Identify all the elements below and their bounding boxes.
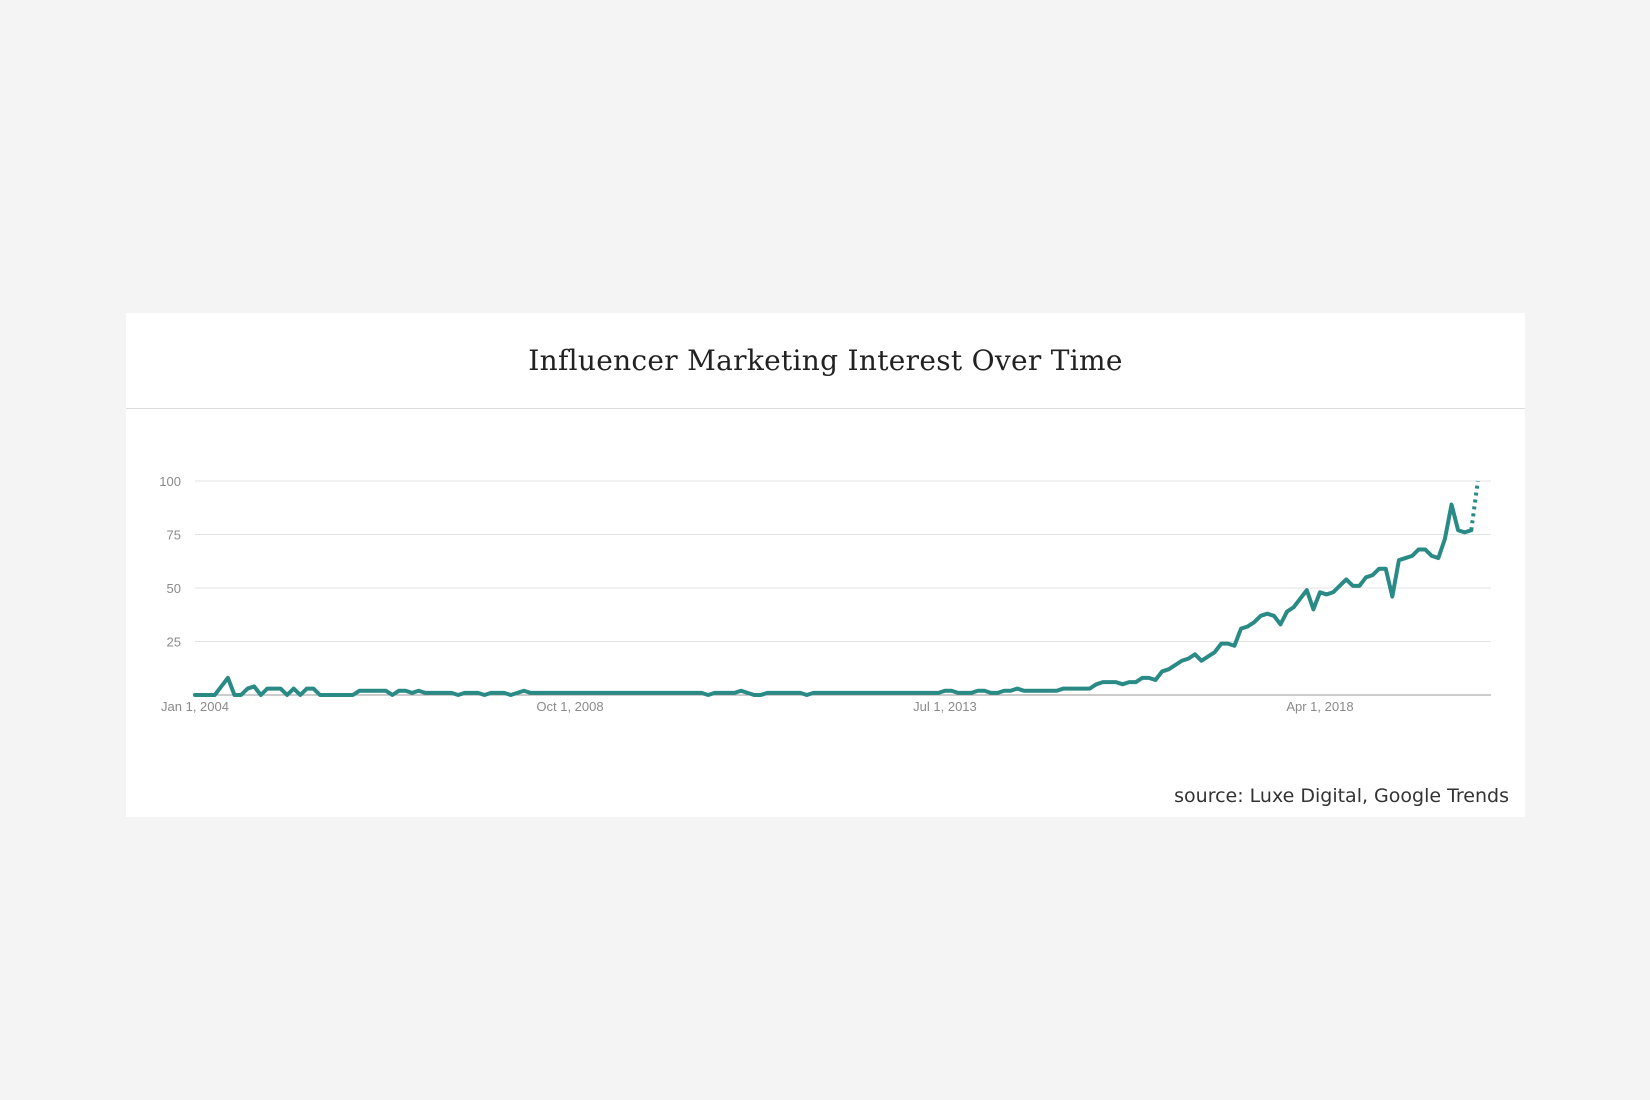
x-tick-label-3: Jul 1, 2013 bbox=[913, 699, 977, 714]
title-divider bbox=[126, 408, 1525, 409]
axis-layer: 25 50 75 100 Jan 1, 2004 Oct 1, 2008 Jul 1, 20… bbox=[159, 474, 1491, 714]
source-note: source: Luxe Digital, Google Trends bbox=[1174, 785, 1509, 807]
grid-layer bbox=[195, 480, 1491, 642]
y-tick-label-50: 50 bbox=[167, 581, 181, 596]
chart-card: Influencer Marketing Interest Over Time … bbox=[126, 313, 1525, 817]
x-tick-label-4: Apr 1, 2018 bbox=[1286, 699, 1353, 714]
x-tick-label-1: Jan 1, 2004 bbox=[161, 699, 229, 714]
x-tick-label-2: Oct 1, 2008 bbox=[536, 699, 603, 714]
series-partial-line bbox=[1469, 480, 1480, 531]
y-tick-label-25: 25 bbox=[167, 635, 181, 650]
chart-title: Influencer Marketing Interest Over Time bbox=[528, 344, 1123, 377]
series-line bbox=[193, 502, 1474, 697]
line-chart: 25 50 75 100 Jan 1, 2004 Oct 1, 2008 Jul 1, 20… bbox=[159, 474, 1491, 714]
y-tick-label-75: 75 bbox=[167, 528, 181, 543]
series-layer bbox=[193, 480, 1480, 697]
y-tick-label-100: 100 bbox=[159, 474, 181, 489]
